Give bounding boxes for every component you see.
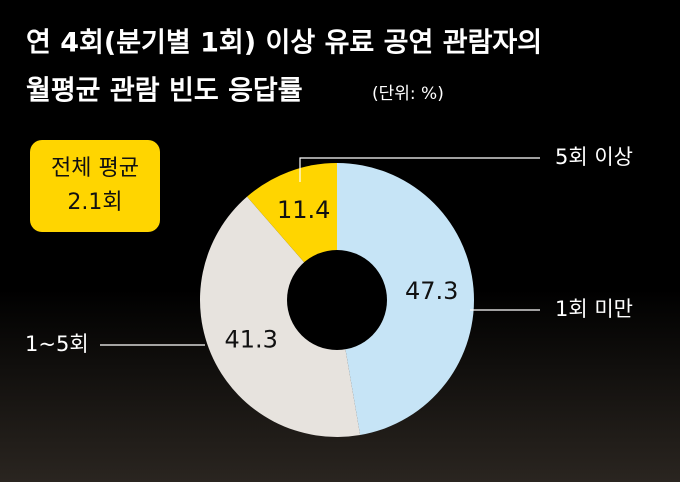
value-label: 41.3 bbox=[224, 326, 277, 354]
slice bbox=[337, 163, 474, 436]
category-label: 1~5회 bbox=[25, 332, 89, 356]
average-label: 전체 평균 bbox=[51, 156, 139, 181]
slice bbox=[199, 196, 361, 437]
category-label: 5회 이상 bbox=[555, 145, 633, 169]
chart-title: 연 4회(분기별 1회) 이상 유료 공연 관람자의 bbox=[26, 28, 542, 59]
category-label: 1회 미만 bbox=[555, 297, 633, 321]
value-label: 11.4 bbox=[277, 196, 330, 224]
average-box bbox=[30, 140, 160, 232]
value-label: 47.3 bbox=[405, 277, 458, 305]
donut-hole bbox=[287, 250, 387, 350]
leader-line bbox=[299, 157, 540, 182]
unit-label: (단위: %) bbox=[372, 84, 444, 104]
chart-title: 월평균 관람 빈도 응답률 bbox=[26, 76, 303, 107]
average-value: 2.1회 bbox=[67, 190, 122, 215]
